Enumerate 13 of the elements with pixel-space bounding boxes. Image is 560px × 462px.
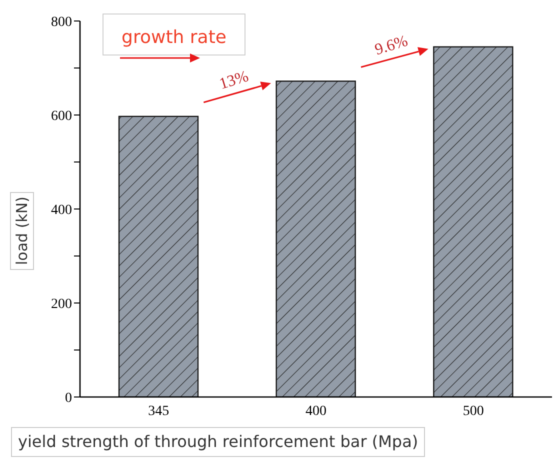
x-tick-label: 345: [148, 404, 170, 419]
y-tick-label: 600: [51, 108, 72, 124]
x-axis-title: yield strength of through reinforcement bar (Mpa): [11, 427, 426, 457]
y-tick-label: 0: [65, 390, 72, 406]
y-tick-label: 400: [51, 202, 72, 218]
y-tick-label: 800: [51, 14, 72, 30]
annotation: 9.6%: [372, 32, 410, 59]
x-tick-label: 500: [462, 404, 484, 419]
y-axis-title: load (kN): [10, 192, 34, 270]
y-tick-label: 200: [51, 296, 72, 312]
annotation: growth rate: [122, 27, 226, 48]
x-tick-label: 400: [306, 404, 326, 419]
annotation: 13%: [218, 68, 251, 93]
